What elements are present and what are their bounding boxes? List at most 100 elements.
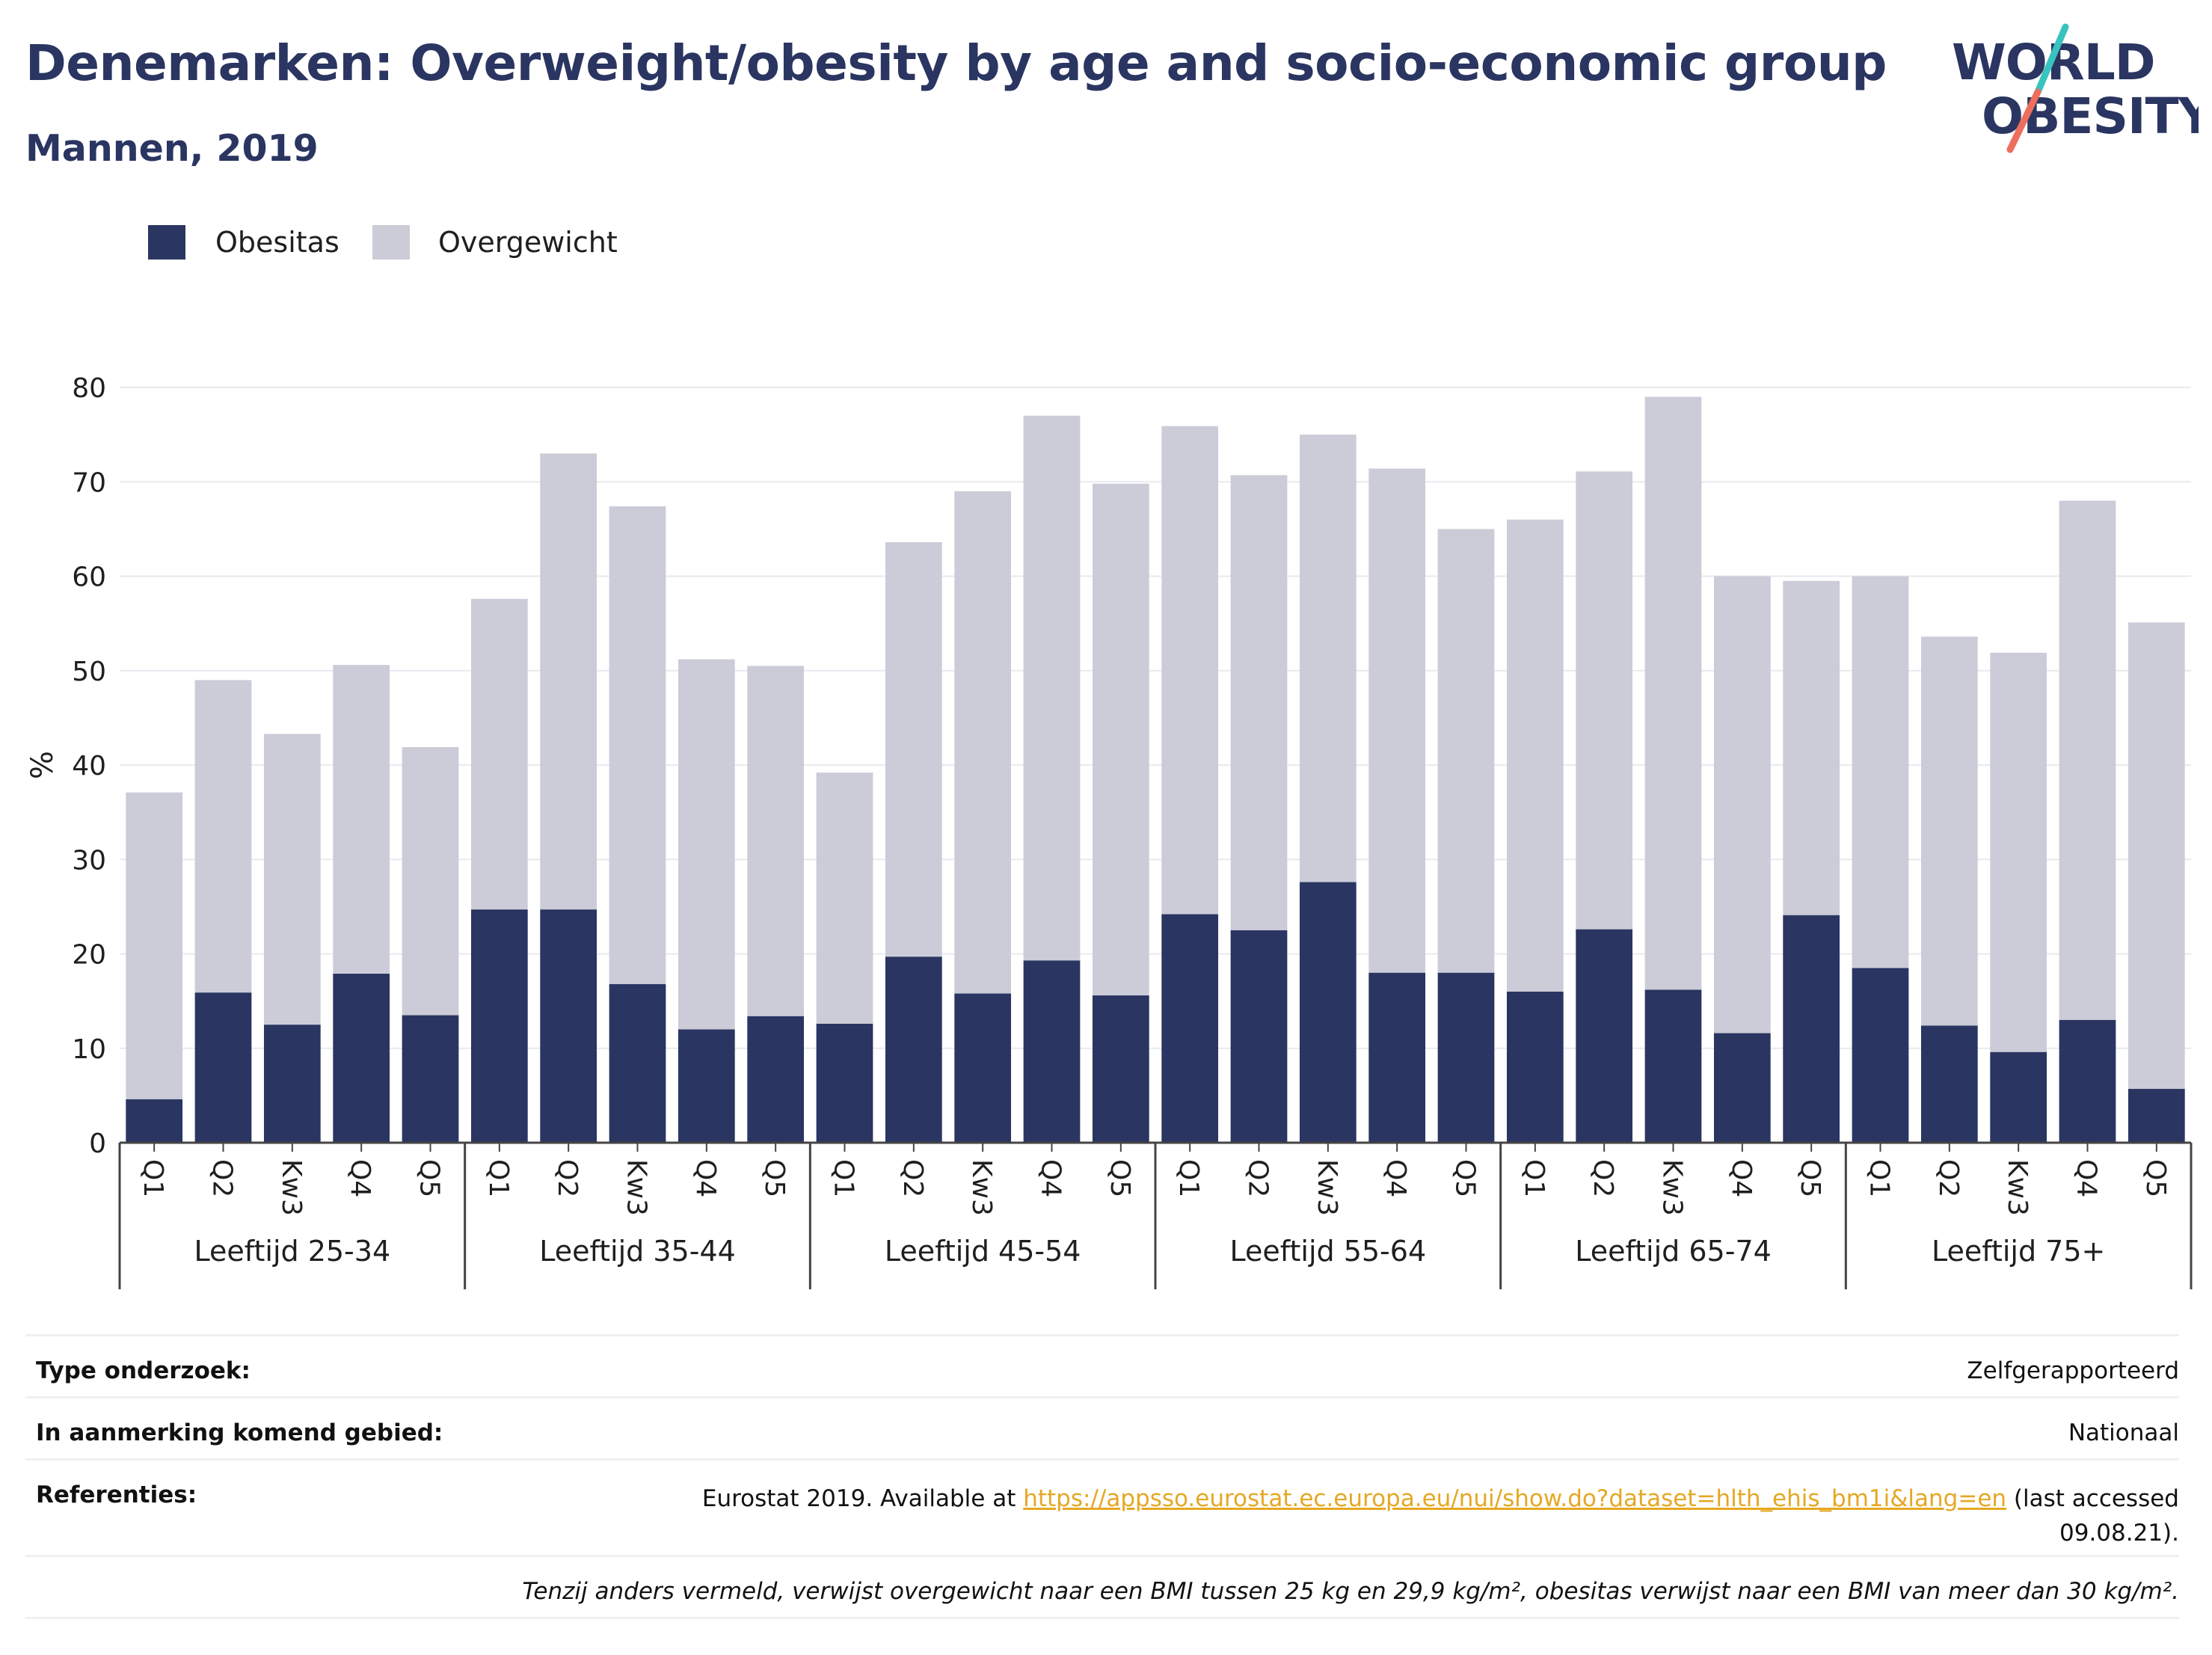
- bar-obesity: [402, 1015, 459, 1143]
- legend-label-obesitas: Obesitas: [215, 226, 340, 259]
- bar-overweight: [402, 747, 459, 1016]
- bar-overweight: [1990, 652, 2047, 1052]
- bar-obesity: [470, 909, 528, 1143]
- x-tick-label: Q1: [1519, 1159, 1549, 1197]
- x-tick-label: Q5: [2140, 1159, 2171, 1197]
- y-axis-title: %: [25, 751, 60, 779]
- y-tick-label: 70: [72, 467, 106, 498]
- bar-overweight: [540, 453, 597, 910]
- bar-obesity: [816, 1023, 873, 1143]
- y-tick-label: 30: [72, 845, 106, 876]
- x-tick-label: Q1: [1173, 1159, 1204, 1197]
- bar-overweight: [1576, 471, 1633, 930]
- survey-type-label: Type onderzoek:: [36, 1357, 251, 1384]
- group-label: Leeftijd 25-34: [194, 1235, 391, 1268]
- x-tick-label: Q1: [138, 1159, 168, 1197]
- references-date: 09.08.21).: [2059, 1520, 2179, 1547]
- bar-overweight: [1920, 636, 1978, 1026]
- bar-chart: 0 10 20 30 40 50 60 70 80% Q1 Q2 Kw3 Q4 Q5 Leeftijd 25…: [25, 373, 2193, 1289]
- bar-overweight: [885, 542, 942, 957]
- legend-swatch-obesitas: [148, 225, 185, 260]
- bar-obesity: [194, 992, 252, 1143]
- x-tick-label: Q1: [483, 1159, 514, 1197]
- legend-label-overgewicht: Overgewicht: [438, 226, 618, 259]
- bar-overweight: [1852, 576, 1909, 968]
- x-tick-label: Q5: [1450, 1159, 1481, 1197]
- bar-obesity: [954, 993, 1012, 1143]
- bar-overweight: [1230, 475, 1288, 930]
- bar-obesity: [1161, 914, 1219, 1143]
- bar-obesity: [333, 974, 390, 1143]
- bar-obesity: [2127, 1089, 2185, 1143]
- references-suffix: (last accessed: [2006, 1485, 2179, 1512]
- bar-obesity: [1990, 1051, 2047, 1143]
- x-tick-label: Kw3: [621, 1159, 652, 1216]
- x-tick-label: Q4: [1726, 1159, 1757, 1197]
- x-tick-label: Q2: [897, 1159, 928, 1197]
- x-tick-label: Kw3: [1657, 1159, 1688, 1216]
- bar-obesity: [1299, 882, 1357, 1143]
- x-tick-label: Q4: [345, 1159, 375, 1197]
- bar-overweight: [2059, 500, 2116, 1020]
- bar-overweight: [1506, 519, 1564, 992]
- bar-overweight: [1783, 580, 1840, 915]
- logo-coral-slash: [2006, 88, 2042, 153]
- bar-overweight: [678, 659, 735, 1030]
- y-tick-label: 60: [72, 562, 106, 593]
- bar-overweight: [1161, 426, 1219, 915]
- x-tick-label: Q5: [1105, 1159, 1135, 1197]
- group-label: Leeftijd 75+: [1932, 1235, 2105, 1268]
- bar-overweight: [126, 792, 183, 1099]
- bar-obesity: [1644, 989, 1702, 1143]
- bar-obesity: [747, 1016, 805, 1143]
- x-tick-label: Q1: [829, 1159, 859, 1197]
- group-label: Leeftijd 45-54: [885, 1235, 1081, 1268]
- x-tick-label: Q2: [207, 1159, 238, 1197]
- bar-obesity: [1783, 915, 1840, 1143]
- x-tick-label: Kw3: [1312, 1159, 1342, 1216]
- y-tick-label: 20: [72, 940, 106, 971]
- bmi-footnote: Tenzij anders vermeld, verwijst overgewi…: [522, 1578, 2179, 1605]
- bar-overweight: [1644, 396, 1702, 990]
- references-value: Eurostat 2019. Available at https://apps…: [702, 1481, 2179, 1550]
- bar-overweight: [1299, 435, 1357, 882]
- survey-type-value: Zelfgerapporteerd: [1967, 1357, 2179, 1384]
- x-tick-label: Kw3: [966, 1159, 997, 1216]
- bar-overweight: [609, 506, 666, 984]
- bar-obesity: [1437, 972, 1495, 1143]
- x-tick-label: Q2: [552, 1159, 583, 1197]
- bar-overweight: [333, 665, 390, 974]
- bar-obesity: [1576, 929, 1633, 1143]
- bar-overweight: [2127, 622, 2185, 1090]
- bar-obesity: [1230, 930, 1288, 1143]
- bar-overweight: [1092, 483, 1149, 996]
- x-tick-label: Q4: [1036, 1159, 1066, 1197]
- legend-swatch-overgewicht: [372, 225, 410, 260]
- bar-overweight: [194, 680, 252, 993]
- bar-obesity: [678, 1029, 735, 1143]
- bar-obesity: [540, 909, 597, 1143]
- group-label: Leeftijd 65-74: [1575, 1235, 1772, 1268]
- x-tick-label: Q5: [414, 1159, 445, 1197]
- bar-overweight: [816, 773, 873, 1024]
- x-tick-label: Q2: [1243, 1159, 1274, 1197]
- x-tick-label: Kw3: [276, 1159, 307, 1216]
- bar-overweight: [1368, 468, 1426, 973]
- y-tick-label: 0: [89, 1129, 106, 1159]
- references-link[interactable]: https://appsso.eurostat.ec.europa.eu/nui…: [1023, 1485, 2007, 1512]
- x-tick-label: Q4: [2071, 1159, 2102, 1197]
- bar-obesity: [885, 957, 942, 1143]
- chart-title: Denemarken: Overweight/obesity by age an…: [25, 34, 1887, 92]
- bar-obesity: [2059, 1019, 2116, 1143]
- bar-obesity: [1852, 968, 1909, 1143]
- x-tick-label: Q5: [759, 1159, 790, 1197]
- x-tick-label: Q4: [690, 1159, 721, 1197]
- chart-subtitle: Mannen, 2019: [25, 127, 319, 170]
- bar-obesity: [1023, 960, 1081, 1143]
- bar-overweight: [747, 666, 805, 1016]
- x-tick-label: Kw3: [2002, 1159, 2033, 1216]
- metadata-table: Type onderzoek: Zelfgerapporteerd In aan…: [25, 1334, 2179, 1619]
- world-obesity-logo: WORLD OBESITY: [1952, 23, 2199, 153]
- meta-row-footnote: Tenzij anders vermeld, verwijst overgewi…: [25, 1555, 2179, 1619]
- bar-obesity: [1920, 1025, 1978, 1143]
